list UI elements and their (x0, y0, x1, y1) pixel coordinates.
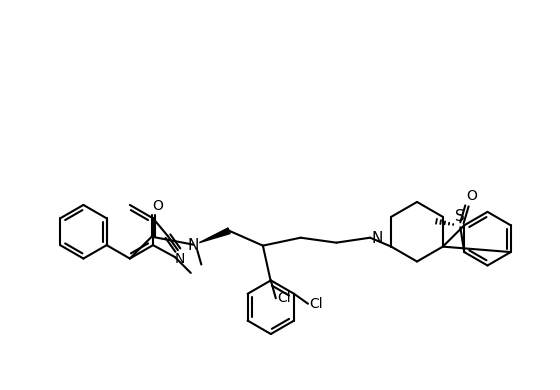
Text: N: N (371, 231, 382, 246)
Text: O: O (153, 199, 164, 213)
Text: N: N (175, 252, 185, 266)
Text: N: N (188, 238, 199, 253)
Text: Cl: Cl (277, 291, 291, 305)
Text: Cl: Cl (309, 297, 323, 311)
Text: O: O (466, 190, 477, 204)
Polygon shape (199, 228, 230, 243)
Text: S: S (455, 209, 465, 224)
